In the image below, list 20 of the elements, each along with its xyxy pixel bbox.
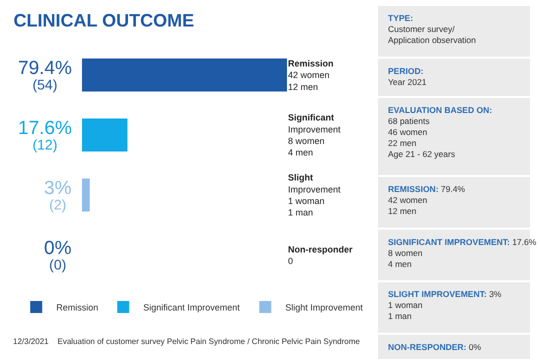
text: PERIOD: Year 2021 [388, 66, 427, 88]
y-tick-label: Remission 42 women 12 men [288, 58, 334, 92]
data-label: 0% (0) [44, 238, 72, 273]
text: SIGNIFICANT IMPROVEMENT: 17.6% 8 women 4 men [388, 237, 536, 270]
text: EVALUATION BASED ON: 68 patients 46 women 22 men Age 21 - 62 years [388, 105, 492, 160]
text: REMISSION: 79.4% 42 women 12 men [388, 184, 465, 216]
text: SLIGHT IMPROVEMENT: 3% 1 woman 1 man [388, 289, 502, 322]
text: NON-RESPONDER: 0% [388, 342, 482, 352]
legend-label: Slight Improvement [285, 302, 364, 313]
legend-label: Remission [56, 302, 98, 313]
y-tick-label: Non-responder 0 [288, 244, 353, 266]
chart-title: CLINICAL OUTCOME [14, 10, 194, 30]
data-label: 79.4% (54) [18, 58, 72, 93]
text: 12/3/2021 Evaluation of customer survey Pelvic Pain Syndrome / Chronic Pelvic Pain Syndrome [13, 337, 360, 346]
data-label: 17.6% (12) [18, 118, 72, 153]
y-tick-label: Slight Improvement 1 woman 1 man [288, 172, 342, 218]
data-label: 3% (2) [44, 178, 72, 213]
text: TYPE: Customer survey/ Application observation [388, 13, 476, 46]
legend-label: Significant Improvement [143, 302, 240, 313]
y-tick-label: Significant Improvement 8 women 4 men [288, 112, 342, 158]
